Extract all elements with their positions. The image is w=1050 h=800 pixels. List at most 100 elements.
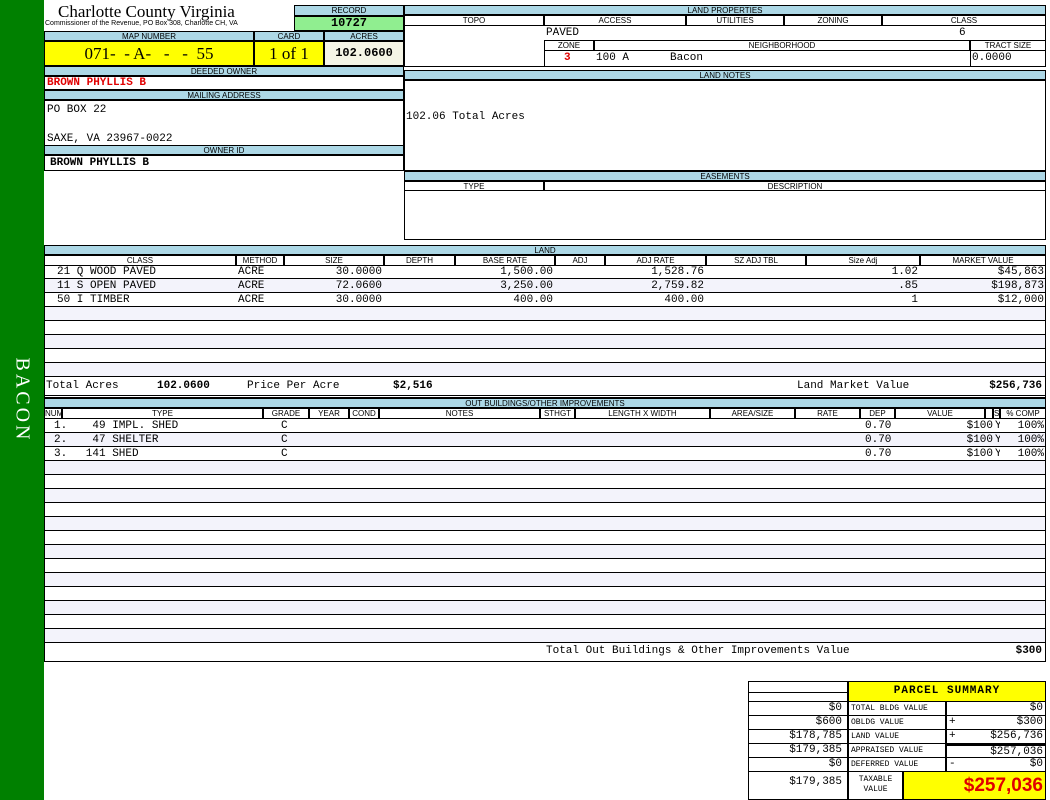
outbuildings-row [44,601,1046,615]
outbuildings-cell: 100% [1017,434,1044,446]
summary-operator: + [949,730,956,742]
summary-prior-value: $179,385 [748,743,848,758]
outbuildings-row [44,545,1046,559]
outbuildings-col-header: TYPE [62,408,263,419]
outbuildings-cell: Y [995,420,1000,432]
taxable-prior: $179,385 [748,771,848,800]
land-row [44,307,1046,321]
total-acres-label: Total Acres [46,380,119,392]
land-market-value-label: Land Market Value [797,380,910,392]
taxable-label: TAXABLE VALUE [848,771,903,800]
land-col-header: SIZE [284,255,384,266]
land-cell: 400.00 [664,294,704,306]
outbuildings-cell: $100 [966,448,993,460]
outbuildings-cell: 141 SHED [66,448,139,460]
land-col-header: METHOD [236,255,284,266]
outbuildings-col-header: COND [349,408,379,419]
outbuildings-cell: Y [995,434,1000,446]
outbuildings-row [44,489,1046,503]
land-cell: $45,863 [997,266,1044,278]
land-row [44,321,1046,335]
outbuildings-col-header: AREA/SIZE [710,408,795,419]
land-col-header: ADJ [555,255,605,266]
sidebar-neighborhood-band: BACON [0,0,44,800]
easements-body [404,190,1046,240]
summary-value: $0 [946,757,1046,772]
land-cell: ACRE [238,294,265,306]
outbuildings-total-row: Total Out Buildings & Other Improvements… [44,643,1046,662]
price-per-acre: $2,516 [393,380,433,392]
owner-id-label: OWNER ID [44,145,404,155]
land-cell: 1 [911,294,918,306]
land-cell: $12,000 [997,294,1044,306]
outbuildings-row [44,503,1046,517]
address-line-2: SAXE, VA 23967-0022 [47,133,173,145]
land-col-header: MARKET VALUE [920,255,1046,266]
outbuildings-row [44,475,1046,489]
outbuildings-row [44,517,1046,531]
outbuildings-row: 1. 49 IMPL. SHED C 0.70 $100 Y 100% [44,419,1046,433]
summary-label: TOTAL BLDG VALUE [848,701,946,716]
neighborhood-name: Bacon [670,52,704,64]
land-cell: 1.02 [891,266,918,278]
tract-size-value: 0.0000 [972,52,1012,64]
outbuildings-cell: Y [995,448,1000,460]
outbuildings-col-header: % COMP [1000,408,1046,419]
outbuildings-col-header: GRADE [263,408,309,419]
outbuildings-col-header: VALUE [895,408,985,419]
land-col-header: DEPTH [384,255,455,266]
land-properties-title: LAND PROPERTIES [404,5,1046,15]
class-value: 6 [959,27,966,39]
total-acres: 102.0600 [157,380,210,392]
outbuildings-col-header: STHGT [540,408,575,419]
county-subtitle: Commissioner of the Revenue, PO Box 308,… [45,20,238,27]
land-cell: 11 S OPEN PAVED [57,280,157,292]
record-number: 10727 [294,16,404,31]
acres-value: 102.0600 [324,41,404,66]
outbuildings-row [44,587,1046,601]
land-row: 50 I TIMBER ACRE 30.0000 400.00 400.00 1 $12,0… [44,293,1046,307]
outbuildings-cell: $100 [966,434,993,446]
land-cell: $198,873 [991,280,1044,292]
summary-value: $300 [946,715,1046,730]
outbuildings-row [44,531,1046,545]
outbuildings-frame [44,419,1046,662]
outbuildings-col-header: LENGTH X WIDTH [575,408,710,419]
outbuildings-row: 2. 47 SHELTER C 0.70 $100 Y 100% [44,433,1046,447]
outbuildings-col-header: RATE [795,408,860,419]
map-number: 071- - A- - - 55 [44,41,254,66]
mailing-address: PO BOX 22 SAXE, VA 23967-0022 [44,100,404,146]
summary-label: LAND VALUE [848,729,946,744]
land-market-value: $256,736 [989,380,1042,392]
deeded-owner-label: DEEDED OWNER [44,66,404,76]
land-col-header: CLASS [44,255,236,266]
summary-value: $0 [946,701,1046,716]
record-label: RECORD [294,5,404,16]
outbuildings-col-header: YEAR [309,408,349,419]
summary-value: $256,736 [946,729,1046,744]
outbuildings-col-header: NOTES [379,408,540,419]
neighborhood-code: 100 A [596,52,630,64]
outbuildings-row [44,461,1046,475]
outbuildings-col-header: S [993,408,1000,419]
land-row [44,335,1046,349]
land-cell: 3,250.00 [500,280,553,292]
land-notes-text: 102.06 Total Acres [406,111,525,123]
outbuildings-cell: 1. [54,420,68,432]
owner-id: BROWN PHYLLIS B [44,155,404,171]
summary-prior-value: $0 [748,701,848,716]
outbuildings-cell: C [281,420,288,432]
land-row: 21 Q WOOD PAVED ACRE 30.0000 1,500.00 1,528.… [44,265,1046,279]
outbuildings-title: OUT BUILDINGS/OTHER IMPROVEMENTS [44,398,1046,408]
summary-prior-value: $600 [748,715,848,730]
outbuildings-cell: 2. [54,434,68,446]
outbuildings-col-header: NUM [44,408,62,419]
summary-label: DEFERRED VALUE [848,757,946,772]
outbuildings-row [44,629,1046,643]
land-cell: 30.0000 [335,294,382,306]
land-cell: 30.0000 [335,266,382,278]
outbuildings-row [44,559,1046,573]
land-notes-body: 102.06 Total Acres [404,80,1046,171]
outbuildings-row [44,573,1046,587]
outbuildings-cell: 47 SHELTER [66,434,159,446]
